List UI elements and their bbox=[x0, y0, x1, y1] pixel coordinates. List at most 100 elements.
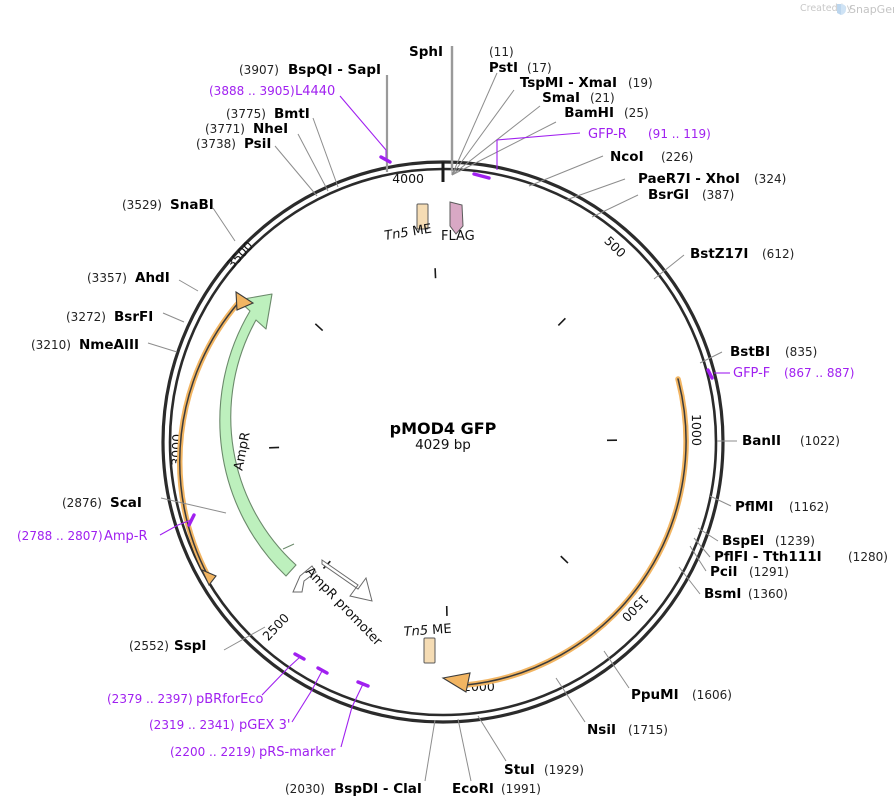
watermark-prefix: Created by bbox=[800, 3, 853, 14]
enzyme-label-snabi[interactable]: (3529) SnaBI bbox=[122, 197, 214, 213]
enzyme-label-psti[interactable]: PstI (17) bbox=[489, 60, 552, 76]
primer-position: (91 .. 119) bbox=[648, 127, 711, 141]
enzyme-name: BsrFI bbox=[114, 309, 153, 325]
enzyme-position: (1929) bbox=[544, 763, 584, 777]
feature-ampr-gene[interactable] bbox=[219, 293, 297, 577]
enzyme-label-bstz17i[interactable]: BstZ17I (612) bbox=[690, 246, 794, 262]
enzyme-name: PciI bbox=[710, 564, 738, 580]
enzyme-label-ncoi[interactable]: NcoI (226) bbox=[610, 149, 693, 165]
enzyme-label-ahdi[interactable]: (3357) AhdI bbox=[87, 270, 170, 286]
primer-name: GFP-F bbox=[733, 366, 770, 381]
primer-name: Amp-R bbox=[104, 529, 148, 544]
enzyme-position: (2552) bbox=[129, 639, 169, 653]
enzyme-label-bamhi[interactable]: BamHI (25) bbox=[564, 105, 648, 121]
enzyme-label-paer7i-xhoi[interactable]: PaeR7I - XhoI (324) bbox=[638, 171, 786, 187]
enzyme-name: ScaI bbox=[110, 495, 142, 511]
feature-label-flag: FLAG bbox=[441, 229, 475, 244]
enzyme-name: PstI bbox=[489, 60, 518, 76]
enzyme-label-bspqi-sapi[interactable]: (3907) BspQI - SapI bbox=[239, 62, 381, 78]
primer-position: (867 .. 887) bbox=[784, 366, 854, 380]
enzyme-name: NcoI bbox=[610, 149, 644, 165]
enzyme-label-ppumi[interactable]: PpuMI (1606) bbox=[631, 687, 732, 703]
enzyme-position: (324) bbox=[754, 172, 786, 186]
enzyme-name: AhdI bbox=[135, 270, 170, 286]
enzyme-position: (1022) bbox=[800, 434, 840, 448]
enzyme-position: (3529) bbox=[122, 198, 162, 212]
axis-tick-label-3500: 3500 bbox=[223, 238, 256, 272]
enzyme-position: (25) bbox=[624, 106, 649, 120]
enzyme-name: PsiI bbox=[244, 136, 271, 152]
primer-label-l4440[interactable]: (3888 .. 3905) L4440 bbox=[209, 84, 335, 99]
leader-lines-group bbox=[147, 46, 737, 782]
primer-label-gfp-f[interactable]: GFP-F (867 .. 887) bbox=[733, 366, 854, 381]
primer-marks-group bbox=[159, 95, 730, 748]
feature-tn5-me-bottom[interactable] bbox=[423, 637, 436, 664]
enzyme-label-tspmi-xmai[interactable]: TspMI - XmaI (19) bbox=[520, 75, 653, 91]
enzyme-label-pflfi-tth111i[interactable]: PflFI - Tth111I (1280) bbox=[714, 549, 888, 565]
enzyme-name: PaeR7I - XhoI bbox=[638, 171, 740, 187]
enzyme-label-sphi[interactable]: SphI (11) bbox=[409, 44, 514, 60]
enzyme-label-bsrfi[interactable]: (3272) BsrFI bbox=[66, 309, 153, 325]
enzyme-name: TspMI - XmaI bbox=[520, 75, 617, 91]
enzyme-position: (1715) bbox=[628, 723, 668, 737]
enzyme-name: StuI bbox=[504, 762, 535, 778]
primer-name: pGEX 3' bbox=[239, 718, 290, 733]
enzyme-label-sspi[interactable]: (2552) SspI bbox=[129, 638, 206, 654]
plasmid-name: pMOD4 GFP bbox=[390, 419, 497, 438]
enzyme-position: (3907) bbox=[239, 63, 279, 77]
enzyme-label-bmti[interactable]: (3775) BmtI bbox=[226, 106, 310, 122]
enzyme-name: BanII bbox=[742, 433, 781, 449]
feature-label-tn5-italic: Tn5 bbox=[383, 225, 409, 244]
enzyme-label-nhei[interactable]: (3771) NheI bbox=[205, 121, 288, 137]
enzyme-name: BmtI bbox=[274, 106, 310, 122]
feature-flag-tag[interactable] bbox=[449, 201, 464, 235]
enzyme-name: NsiI bbox=[587, 722, 616, 738]
enzyme-label-smai[interactable]: SmaI (21) bbox=[542, 90, 615, 106]
enzyme-label-bstbi[interactable]: BstBI (835) bbox=[730, 344, 817, 360]
primer-name: L4440 bbox=[295, 84, 335, 99]
feature-ampr-promoter[interactable] bbox=[292, 559, 373, 602]
enzyme-position: (1360) bbox=[748, 587, 788, 601]
enzyme-position: (21) bbox=[590, 91, 615, 105]
primer-label-gfp-r[interactable]: GFP-R (91 .. 119) bbox=[588, 127, 711, 142]
enzyme-label-stui[interactable]: StuI (1929) bbox=[504, 762, 584, 778]
enzyme-name: SmaI bbox=[542, 90, 580, 106]
enzyme-label-bsrgi[interactable]: BsrGI (387) bbox=[648, 187, 734, 203]
enzyme-position: (19) bbox=[628, 76, 653, 90]
enzyme-position: (17) bbox=[527, 61, 552, 75]
primer-label-pbrforeco[interactable]: (2379 .. 2397) pBRforEco bbox=[107, 692, 263, 707]
snapgene-watermark: Created by SnapGene bbox=[800, 3, 894, 16]
enzyme-label-bspei[interactable]: BspEI (1239) bbox=[722, 533, 815, 549]
enzyme-position: (3771) bbox=[205, 122, 245, 136]
enzyme-label-bspdi-clai[interactable]: (2030) BspDI - ClaI bbox=[285, 781, 422, 797]
enzyme-label-psii[interactable]: (3738) PsiI bbox=[196, 136, 271, 152]
enzyme-position: (387) bbox=[702, 188, 734, 202]
primer-label-pgex-3prime[interactable]: (2319 .. 2341) pGEX 3' bbox=[149, 718, 290, 733]
enzyme-label-nmeaiii[interactable]: (3210) NmeAIII bbox=[31, 337, 139, 353]
primer-label-amp-r[interactable]: (2788 .. 2807) Amp-R bbox=[17, 529, 148, 544]
feature-tn5-me-top[interactable] bbox=[416, 203, 429, 230]
feature-label-me: ME bbox=[411, 222, 433, 240]
primer-label-prs-marker[interactable]: (2200 .. 2219) pRS-marker bbox=[170, 745, 336, 760]
enzyme-label-scai[interactable]: (2876) ScaI bbox=[62, 495, 142, 511]
enzyme-label-ecori[interactable]: EcoRI (1991) bbox=[452, 781, 541, 797]
enzyme-name: SspI bbox=[174, 638, 206, 654]
axis-tick-label-1000: 1000 bbox=[689, 414, 704, 446]
primer-position: (2200 .. 2219) bbox=[170, 745, 256, 759]
watermark-brand: SnapGene bbox=[849, 3, 894, 16]
enzyme-label-banii[interactable]: BanII (1022) bbox=[742, 433, 840, 449]
plasmid-size: 4029 bp bbox=[415, 437, 471, 453]
enzyme-name: BspDI - ClaI bbox=[334, 781, 422, 797]
enzyme-label-nsii[interactable]: NsiI (1715) bbox=[587, 722, 668, 738]
enzyme-name: PflFI - Tth111I bbox=[714, 549, 822, 565]
enzyme-position: (835) bbox=[785, 345, 817, 359]
enzyme-name: BspEI bbox=[722, 533, 764, 549]
enzyme-label-bsmi[interactable]: BsmI (1360) bbox=[704, 586, 788, 602]
enzyme-label-pcii[interactable]: PciI (1291) bbox=[710, 564, 789, 580]
enzyme-name: NmeAIII bbox=[79, 337, 139, 353]
enzyme-name: NheI bbox=[253, 121, 288, 137]
enzyme-label-pflmi[interactable]: PflMI (1162) bbox=[735, 499, 829, 515]
orf-arc-right-orange bbox=[441, 376, 689, 693]
enzyme-position: (3272) bbox=[66, 310, 106, 324]
enzyme-position: (1991) bbox=[501, 782, 541, 796]
